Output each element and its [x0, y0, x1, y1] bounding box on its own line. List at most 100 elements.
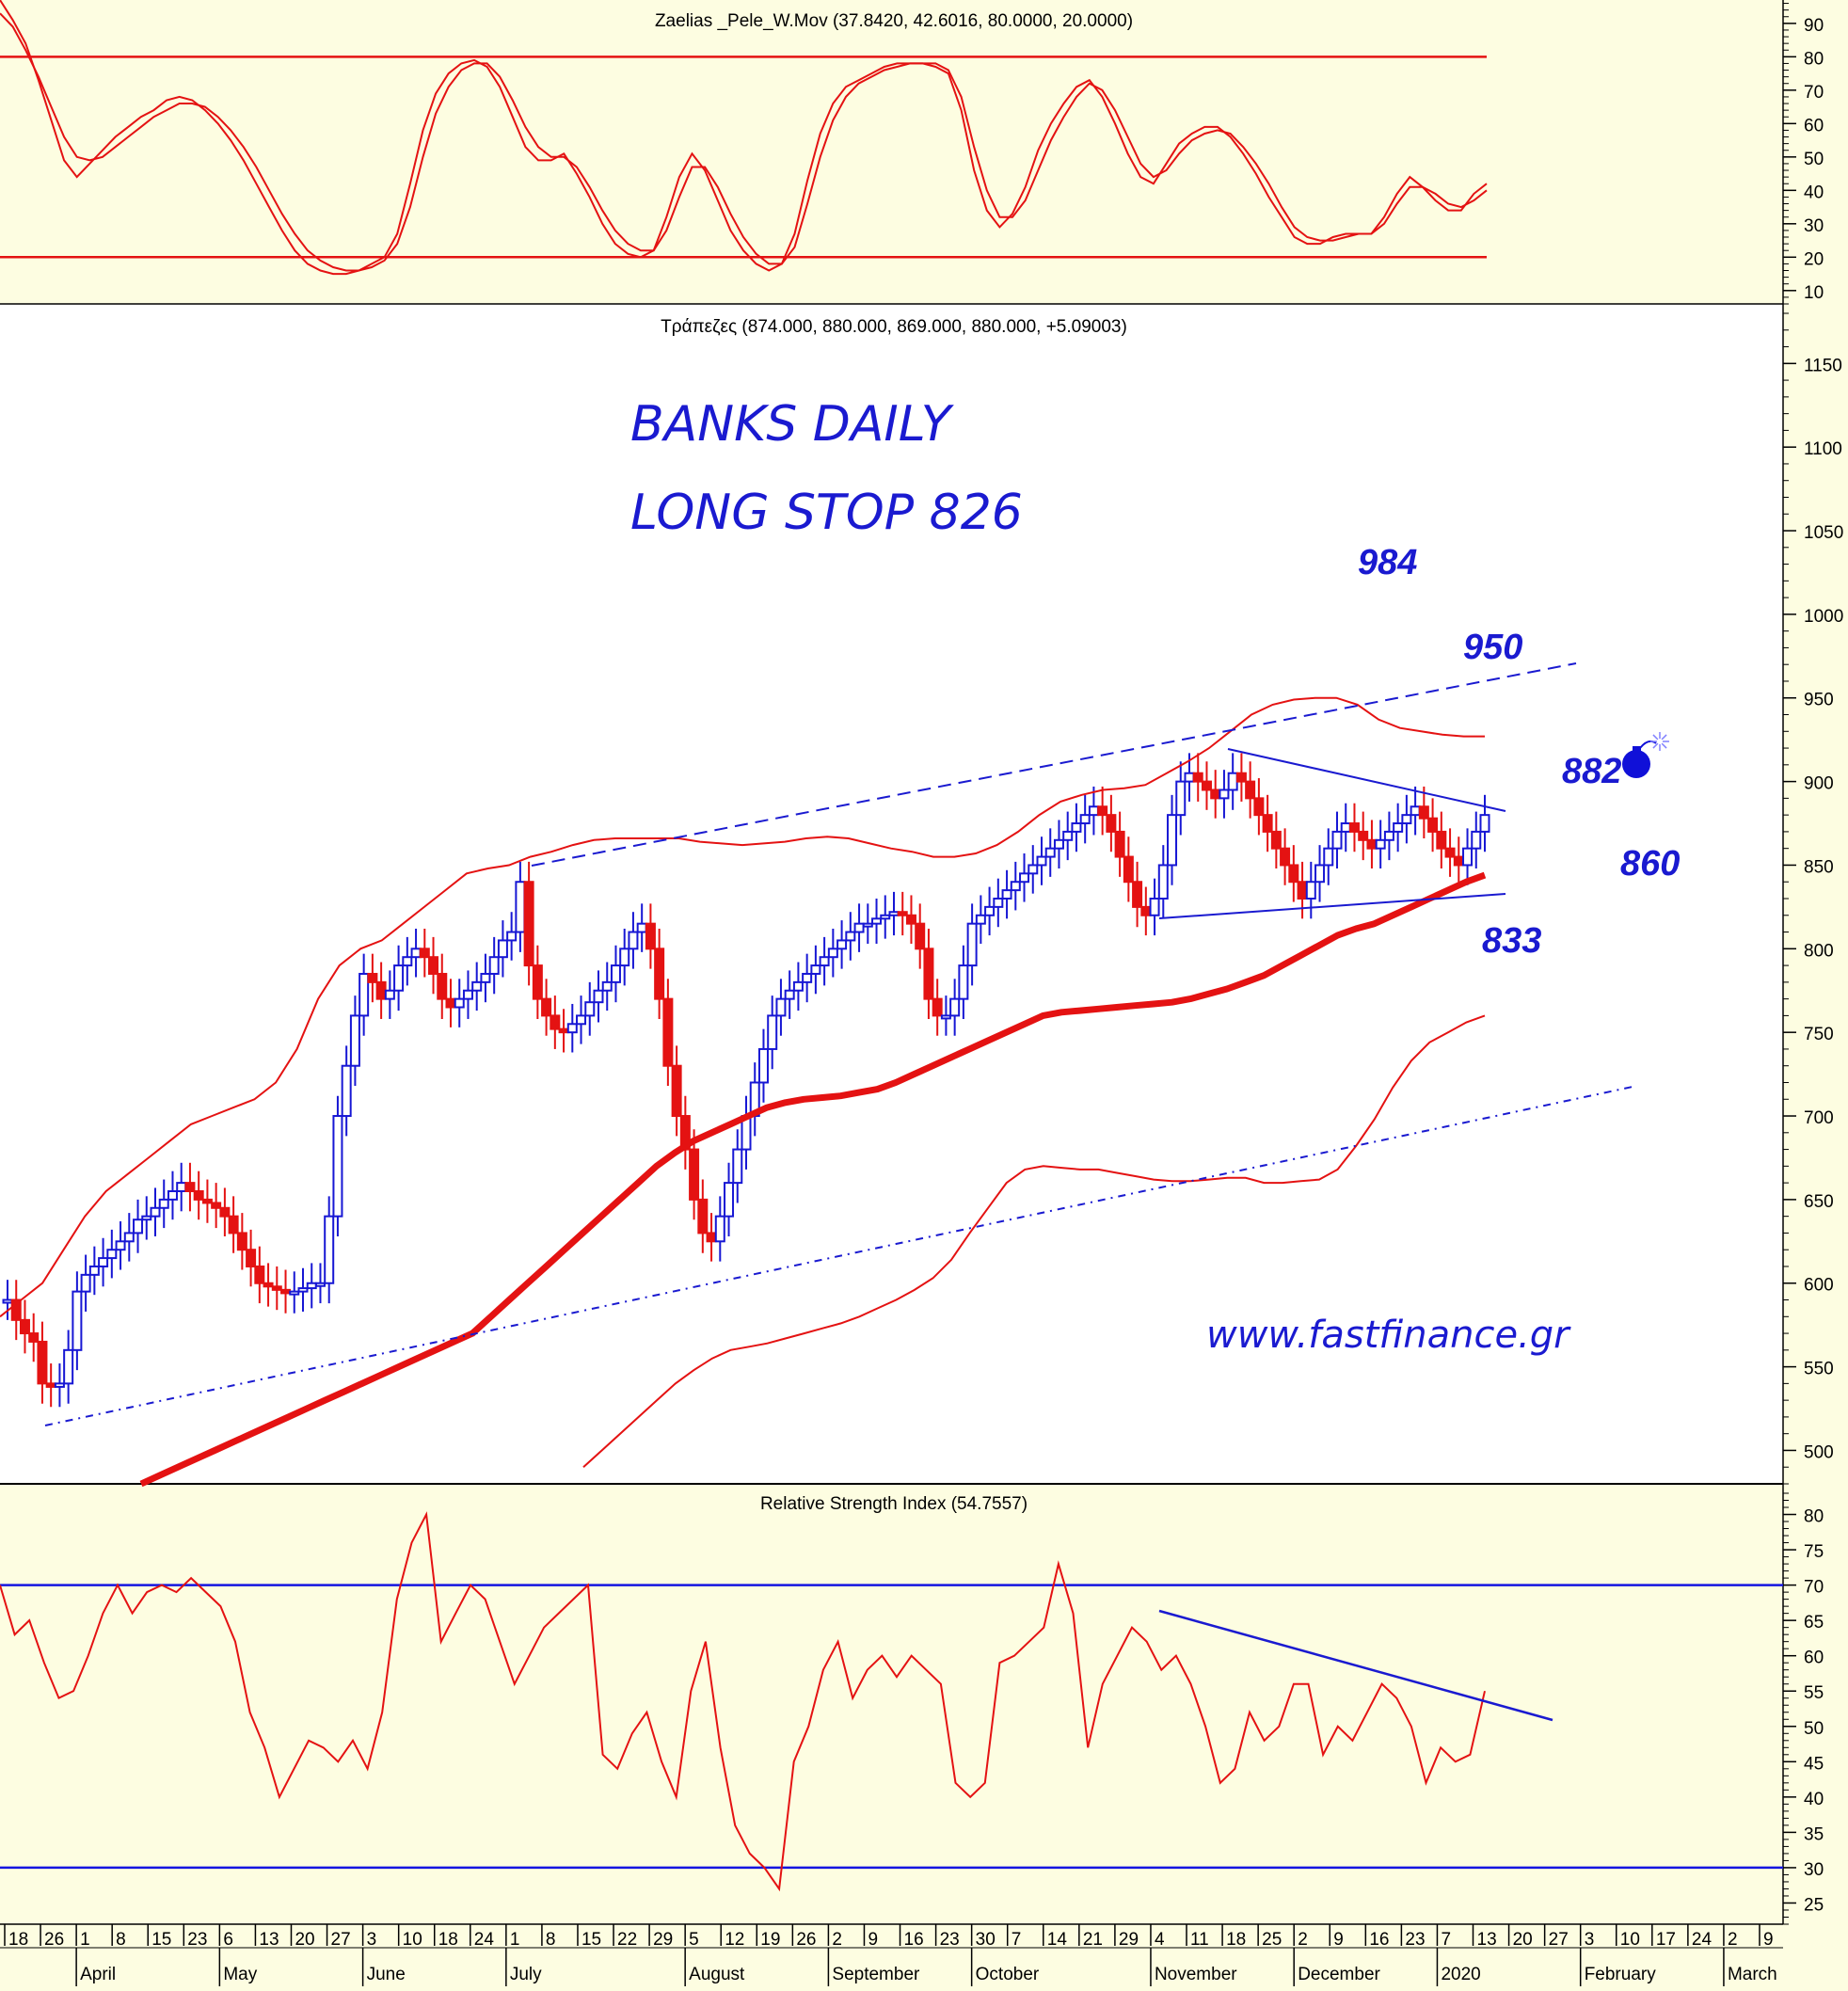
day-tick-label: 26	[44, 1930, 64, 1950]
day-tick-label: 17	[1656, 1930, 1676, 1950]
y-tick-label: 850	[1804, 857, 1834, 877]
day-tick-label: 2	[832, 1930, 842, 1950]
month-label: October	[976, 1965, 1040, 1984]
candle-body	[628, 931, 639, 950]
y-tick-label: 40	[1804, 1790, 1824, 1809]
month-label: June	[367, 1965, 406, 1984]
candle-body	[393, 964, 405, 992]
candle-body	[1375, 838, 1386, 850]
candle-body	[54, 1382, 65, 1388]
candle-body	[437, 972, 448, 1000]
candle-body	[341, 1064, 352, 1118]
bomb-spark	[1661, 742, 1667, 749]
day-tick-label: 6	[223, 1930, 233, 1950]
y-tick-label: 10	[1804, 283, 1824, 303]
y-tick-label: 80	[1804, 1507, 1824, 1527]
bomb-cap	[1633, 746, 1641, 754]
candle-body	[10, 1298, 22, 1321]
candle-body	[515, 881, 526, 933]
candle-body	[888, 911, 900, 916]
y-tick-label: 55	[1804, 1683, 1824, 1703]
candle-body	[228, 1215, 239, 1234]
oscillator-line	[0, 12, 1488, 272]
lower-band-line	[582, 1014, 1486, 1468]
day-tick-label: 25	[1262, 1930, 1282, 1950]
oscillator-line	[0, 0, 1488, 276]
y-tick-label: 650	[1804, 1192, 1834, 1212]
candle-body	[63, 1348, 74, 1385]
y-tick-label: 35	[1804, 1824, 1824, 1844]
candle-body	[671, 1064, 682, 1118]
y-tick-label: 50	[1804, 1719, 1824, 1739]
candle-body	[506, 931, 518, 942]
date-axis: 18 26 1 8 15 23 6 13 20 27 3 10 18 24 1 8 15 22 29 5 12 19 26 2…	[0, 1924, 1783, 1986]
candle-body	[1036, 855, 1047, 867]
candle-body	[19, 1318, 30, 1335]
y-tick-label: 750	[1804, 1025, 1834, 1044]
candle-body	[28, 1332, 40, 1343]
candle-body	[1462, 847, 1474, 867]
day-tick-label: 13	[259, 1930, 279, 1950]
day-tick-label: 2	[1728, 1930, 1738, 1950]
candle-body	[905, 914, 916, 925]
candle-body	[1123, 855, 1134, 884]
candle-body	[271, 1285, 282, 1291]
candle-body	[757, 1047, 769, 1084]
price-axis-area	[1783, 304, 1848, 1484]
candle-body	[1053, 838, 1064, 850]
y-tick-label: 900	[1804, 774, 1834, 794]
candle-body	[541, 997, 552, 1017]
price-title: Τράπεζες (874.000, 880.000, 869.000, 880…	[661, 317, 1127, 337]
day-tick-label: 1	[510, 1930, 520, 1950]
moving-average-line	[139, 871, 1487, 1488]
candle-body	[211, 1202, 222, 1209]
candle-body	[550, 1014, 561, 1030]
candle-body	[862, 922, 873, 928]
candle-body	[454, 997, 465, 1009]
level-label-950: 950	[1463, 628, 1522, 667]
day-tick-label: 20	[1513, 1930, 1533, 1950]
candle-body	[984, 905, 996, 916]
candle-body	[610, 964, 621, 983]
candle-body	[923, 948, 934, 1000]
candles	[2, 753, 1490, 1408]
day-tick-label: 4	[1155, 1930, 1165, 1950]
candle-body	[1427, 817, 1439, 833]
oscillator-axis: 10 20 30 40 50 60 70 80 90	[1783, 3, 1824, 305]
candle-body	[1366, 838, 1378, 850]
candle-body	[1453, 855, 1464, 867]
rsi-axis: 25 30 35 40 45 50 55 60 65 70 75 80	[1783, 1492, 1824, 1925]
candle-body	[1358, 830, 1369, 841]
level-label-833: 833	[1482, 921, 1541, 961]
candle-body	[115, 1240, 126, 1251]
candle-body	[332, 1115, 343, 1218]
bomb-icon	[1622, 732, 1669, 778]
level-label-882: 882	[1562, 752, 1621, 791]
bomb-fuse	[1639, 740, 1657, 749]
candle-body	[1314, 864, 1326, 884]
candle-body	[184, 1182, 196, 1192]
candle-body	[246, 1249, 257, 1267]
candle-body	[775, 997, 787, 1017]
bomb-spark	[1652, 734, 1659, 741]
candle-body	[593, 989, 604, 1004]
candle-body	[1305, 881, 1316, 900]
rsi-line	[0, 1511, 1486, 1892]
day-tick-label: 18	[438, 1930, 458, 1950]
candle-body	[1288, 864, 1299, 884]
y-tick-label: 25	[1804, 1895, 1824, 1915]
candle-body	[488, 956, 500, 975]
bomb-spark	[1652, 742, 1659, 749]
candle-body	[697, 1198, 709, 1234]
candle-body	[662, 997, 674, 1067]
month-label: July	[510, 1965, 542, 1984]
candle-body	[150, 1206, 161, 1218]
day-tick-label: 9	[1763, 1930, 1774, 1950]
candle-body	[419, 948, 430, 959]
candle-body	[1436, 830, 1447, 850]
day-tick-label: 10	[403, 1930, 422, 1950]
candle-body	[263, 1282, 274, 1288]
y-tick-label: 1100	[1804, 439, 1842, 459]
candle-body	[98, 1257, 109, 1267]
candle-body	[1028, 864, 1039, 875]
